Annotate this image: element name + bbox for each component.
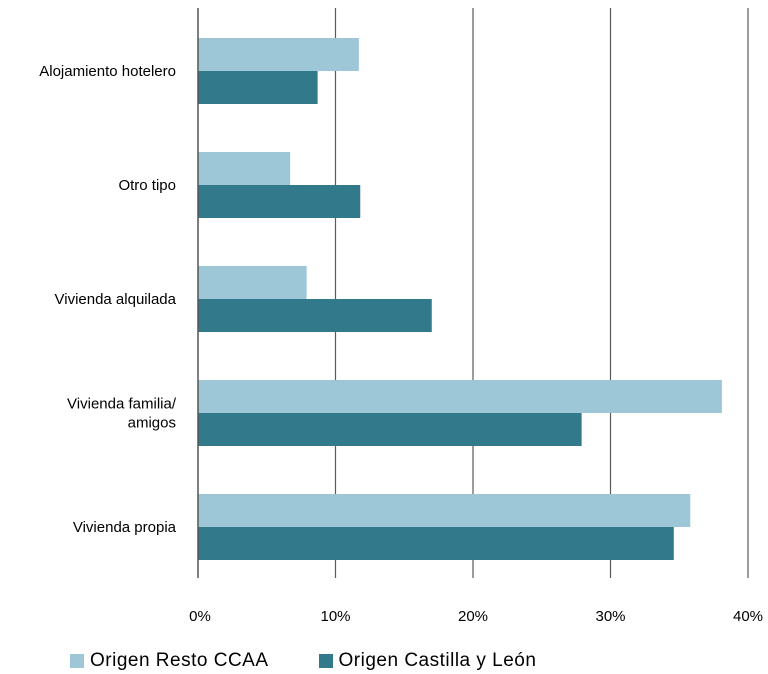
- gridlines: [334, 8, 749, 578]
- x-tick-label-10: 10%: [320, 608, 350, 625]
- x-tick-label-0: 0%: [189, 608, 211, 625]
- legend-item-castilla-y-leon: Origen Castilla y León: [318, 650, 537, 672]
- bar-castilla-y-leon-2: [198, 299, 432, 332]
- legend-item-resto-ccaa: Origen Resto CCAA: [70, 650, 269, 672]
- bar-castilla-y-leon-1: [198, 185, 361, 218]
- x-tick-label-40: 40%: [733, 608, 763, 625]
- category-labels: Alojamiento hotelero Otro tipo Vivienda al…: [39, 63, 177, 536]
- bar-resto-ccaa-0: [198, 38, 359, 71]
- category-label-2: Vivienda alquilada: [55, 291, 177, 308]
- bar-resto-ccaa-4: [198, 494, 691, 527]
- category-label-1: Otro tipo: [118, 177, 176, 194]
- bars: [198, 38, 722, 560]
- x-tick-label-30: 30%: [595, 608, 625, 625]
- bar-resto-ccaa-1: [198, 152, 291, 185]
- x-tick-label-20: 20%: [458, 608, 488, 625]
- bar-castilla-y-leon-0: [198, 71, 318, 104]
- legend-label-castilla-y-leon: Origen Castilla y León: [338, 650, 537, 671]
- legend-label-resto-ccaa: Origen Resto CCAA: [90, 650, 269, 671]
- legend: Origen Resto CCAA Origen Castilla y León: [70, 650, 586, 672]
- x-tick-labels: 0% 10% 20% 30% 40%: [189, 608, 763, 625]
- legend-swatch-resto-ccaa: [70, 654, 84, 668]
- bar-castilla-y-leon-3: [198, 413, 582, 446]
- bar-resto-ccaa-2: [198, 266, 307, 299]
- category-label-4: Vivienda propia: [73, 519, 177, 536]
- bar-resto-ccaa-3: [198, 380, 722, 413]
- category-label-3: Vivienda familia/amigos: [67, 396, 177, 432]
- category-label-0: Alojamiento hotelero: [39, 63, 176, 80]
- legend-swatch-castilla-y-leon: [318, 654, 333, 668]
- bar-castilla-y-leon-4: [198, 527, 674, 560]
